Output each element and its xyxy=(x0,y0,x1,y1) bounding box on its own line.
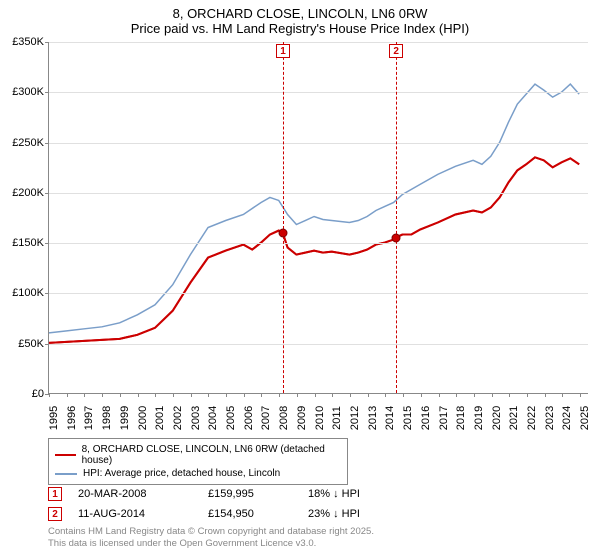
legend-item: 8, ORCHARD CLOSE, LINCOLN, LN6 0RW (deta… xyxy=(55,443,341,467)
sale-price: £159,995 xyxy=(208,488,308,500)
x-axis-labels: 1995 1996 1997 1998 1999 2000 2001 2002 2003 2004… xyxy=(48,394,588,434)
sale-diff: 23% ↓ HPI xyxy=(308,508,408,520)
legend-swatch xyxy=(55,454,76,456)
x-tick-label: 1997 xyxy=(84,406,96,430)
x-tick-label: 2024 xyxy=(562,406,574,430)
title-block: 8, ORCHARD CLOSE, LINCOLN, LN6 0RW Price… xyxy=(0,0,600,38)
x-tick-label: 2009 xyxy=(296,406,308,430)
gridline xyxy=(49,42,588,43)
legend-item: HPI: Average price, detached house, Linc… xyxy=(55,467,341,480)
x-tick-label: 2004 xyxy=(208,406,220,430)
x-tick-label: 2010 xyxy=(314,406,326,430)
sale-point-dot xyxy=(392,234,401,243)
sale-row-marker: 1 xyxy=(48,487,62,501)
sale-date: 20-MAR-2008 xyxy=(78,488,208,500)
gridline xyxy=(49,193,588,194)
title-address: 8, ORCHARD CLOSE, LINCOLN, LN6 0RW xyxy=(0,6,600,21)
y-tick-label: £200K xyxy=(0,187,44,199)
y-tick-label: £350K xyxy=(0,36,44,48)
x-tick-label: 2015 xyxy=(402,406,414,430)
x-tick-label: 2021 xyxy=(509,406,521,430)
x-tick-label: 2013 xyxy=(367,406,379,430)
x-tick-label: 1998 xyxy=(101,406,113,430)
y-tick-label: £0 xyxy=(0,388,44,400)
gridline xyxy=(49,344,588,345)
x-tick-label: 2022 xyxy=(526,406,538,430)
gridline xyxy=(49,92,588,93)
x-tick-label: 2006 xyxy=(243,406,255,430)
x-tick-label: 2003 xyxy=(190,406,202,430)
legend-label: 8, ORCHARD CLOSE, LINCOLN, LN6 0RW (deta… xyxy=(82,444,341,466)
x-tick-label: 2019 xyxy=(473,406,485,430)
sale-marker-vline xyxy=(283,42,284,393)
x-tick-label: 1995 xyxy=(48,406,60,430)
sale-row: 1 20-MAR-2008£159,99518% ↓ HPI xyxy=(48,484,408,504)
x-tick-label: 1996 xyxy=(66,406,78,430)
sale-diff: 18% ↓ HPI xyxy=(308,488,408,500)
y-tick-label: £300K xyxy=(0,86,44,98)
gridline xyxy=(49,293,588,294)
sale-row-marker: 2 xyxy=(48,507,62,521)
gridline xyxy=(49,143,588,144)
x-tick-label: 2000 xyxy=(137,406,149,430)
footer-line-2: This data is licensed under the Open Gov… xyxy=(48,538,374,550)
x-tick-label: 1999 xyxy=(119,406,131,430)
x-tick-label: 2001 xyxy=(154,406,166,430)
legend-box: 8, ORCHARD CLOSE, LINCOLN, LN6 0RW (deta… xyxy=(48,438,348,485)
sale-marker-label: 1 xyxy=(276,44,290,58)
x-tick-label: 2007 xyxy=(261,406,273,430)
sale-marker-label: 2 xyxy=(389,44,403,58)
x-tick-label: 2025 xyxy=(579,406,591,430)
x-tick-label: 2002 xyxy=(172,406,184,430)
chart-lines-svg xyxy=(49,42,588,393)
chart-container: 8, ORCHARD CLOSE, LINCOLN, LN6 0RW Price… xyxy=(0,0,600,560)
x-tick-label: 2016 xyxy=(420,406,432,430)
sale-date: 11-AUG-2014 xyxy=(78,508,208,520)
sale-marker-vline xyxy=(396,42,397,393)
series-line-hpi xyxy=(49,84,579,333)
y-tick-label: £150K xyxy=(0,237,44,249)
x-tick-label: 2018 xyxy=(455,406,467,430)
x-tick-label: 2008 xyxy=(278,406,290,430)
sale-point-dot xyxy=(279,229,288,238)
legend-label: HPI: Average price, detached house, Linc… xyxy=(83,468,280,479)
footer-line-1: Contains HM Land Registry data © Crown c… xyxy=(48,526,374,538)
footer-attribution: Contains HM Land Registry data © Crown c… xyxy=(48,526,374,550)
sale-row: 2 11-AUG-2014£154,95023% ↓ HPI xyxy=(48,504,408,524)
gridline xyxy=(49,243,588,244)
x-tick-label: 2014 xyxy=(385,406,397,430)
x-tick-label: 2012 xyxy=(349,406,361,430)
chart-plot-area: 12 xyxy=(48,42,588,394)
y-tick-label: £100K xyxy=(0,287,44,299)
x-tick-label: 2011 xyxy=(331,406,343,430)
legend-swatch xyxy=(55,473,77,475)
sale-price: £154,950 xyxy=(208,508,308,520)
y-tick-label: £50K xyxy=(0,338,44,350)
x-tick-label: 2005 xyxy=(225,406,237,430)
x-tick-label: 2017 xyxy=(438,406,450,430)
sales-table: 1 20-MAR-2008£159,99518% ↓ HPI 2 11-AUG-201… xyxy=(48,484,408,524)
x-tick-label: 2023 xyxy=(544,406,556,430)
title-subtitle: Price paid vs. HM Land Registry's House … xyxy=(0,21,600,36)
x-tick-label: 2020 xyxy=(491,406,503,430)
y-tick-label: £250K xyxy=(0,137,44,149)
